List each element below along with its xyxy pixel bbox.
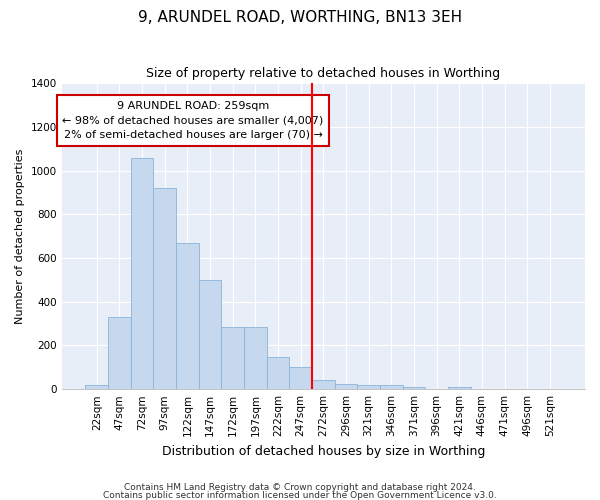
- Text: 9, ARUNDEL ROAD, WORTHING, BN13 3EH: 9, ARUNDEL ROAD, WORTHING, BN13 3EH: [138, 10, 462, 25]
- Bar: [154, 188, 176, 389]
- Bar: [244, 327, 266, 389]
- Bar: [176, 242, 199, 389]
- Title: Size of property relative to detached houses in Worthing: Size of property relative to detached ho…: [146, 68, 500, 80]
- Bar: [448, 386, 470, 389]
- Bar: [335, 384, 358, 389]
- X-axis label: Distribution of detached houses by size in Worthing: Distribution of detached houses by size …: [161, 444, 485, 458]
- Bar: [131, 158, 154, 389]
- Bar: [108, 317, 131, 389]
- Text: Contains HM Land Registry data © Crown copyright and database right 2024.: Contains HM Land Registry data © Crown c…: [124, 484, 476, 492]
- Y-axis label: Number of detached properties: Number of detached properties: [15, 148, 25, 324]
- Bar: [289, 368, 312, 389]
- Bar: [380, 385, 403, 389]
- Bar: [266, 357, 289, 389]
- Text: Contains public sector information licensed under the Open Government Licence v3: Contains public sector information licen…: [103, 491, 497, 500]
- Bar: [199, 280, 221, 389]
- Text: 9 ARUNDEL ROAD: 259sqm
← 98% of detached houses are smaller (4,007)
2% of semi-d: 9 ARUNDEL ROAD: 259sqm ← 98% of detached…: [62, 100, 323, 140]
- Bar: [312, 380, 335, 389]
- Bar: [403, 386, 425, 389]
- Bar: [221, 327, 244, 389]
- Bar: [358, 385, 380, 389]
- Bar: [85, 385, 108, 389]
